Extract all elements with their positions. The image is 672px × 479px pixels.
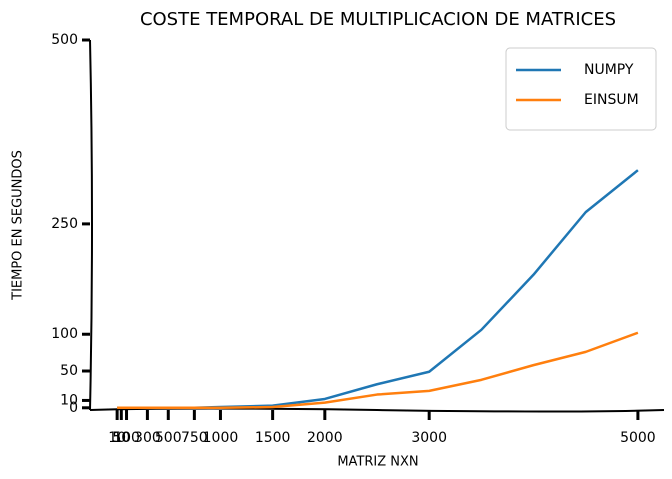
line-series <box>117 169 639 410</box>
legend-label: EINSUM <box>584 92 639 108</box>
y-axis <box>89 39 93 411</box>
legend: NUMPY EINSUM <box>505 47 657 131</box>
line-series <box>117 331 639 410</box>
x-tick-label: 750 <box>181 430 208 446</box>
x-tick-label: 500 <box>155 430 182 446</box>
x-tick-label: 50 <box>112 430 130 446</box>
y-tick-label: 0 <box>69 400 78 416</box>
x-tick-label: 2000 <box>307 430 343 446</box>
x-tick-label: 1500 <box>255 430 291 446</box>
x-tick-label: 3000 <box>411 430 447 446</box>
y-tick-label: 50 <box>60 363 78 379</box>
y-tick-label: 100 <box>51 326 78 342</box>
x-axis-label: MATRIZ NXN <box>337 455 418 470</box>
y-tick-label: 10 <box>60 392 78 408</box>
x-tick-label: 300 <box>134 430 161 446</box>
x-tick-label: 100 <box>113 430 140 446</box>
y-axis-label: TIEMPO EN SEGUNDOS <box>11 150 26 301</box>
y-tick-label: 250 <box>51 216 78 232</box>
legend-label: NUMPY <box>584 62 634 78</box>
y-tick-label: 500 <box>51 32 78 48</box>
legend-box <box>505 47 657 131</box>
x-tick-label: 5000 <box>620 430 656 446</box>
x-tick-label: 10 <box>108 430 126 446</box>
chart-title: COSTE TEMPORAL DE MULTIPLICACION DE MATR… <box>140 9 616 30</box>
x-tick-label: 1000 <box>203 430 239 446</box>
